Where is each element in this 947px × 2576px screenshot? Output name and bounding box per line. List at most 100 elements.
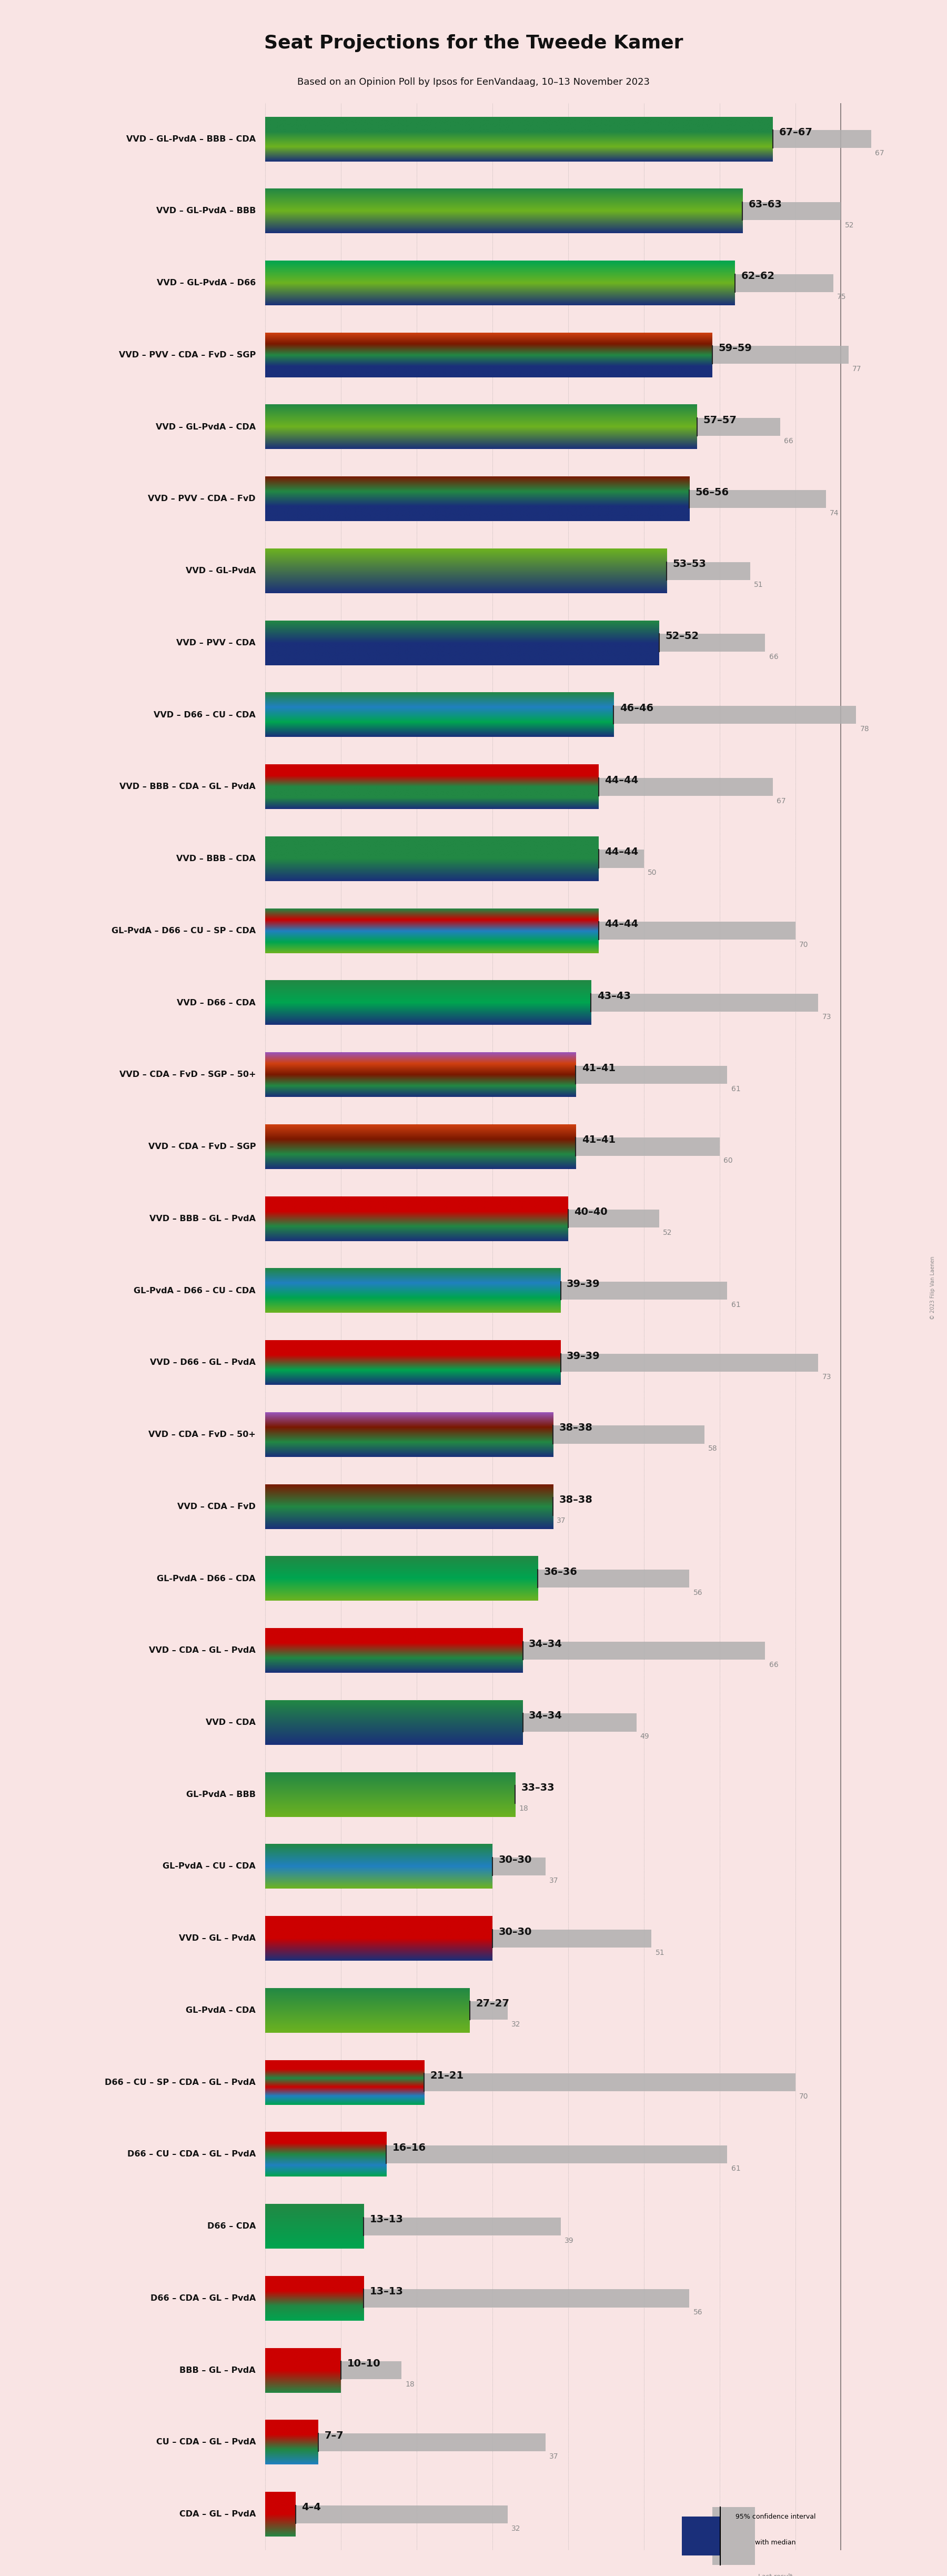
Bar: [485, 1066, 727, 1084]
Text: VVD – BBB – CDA – GL – PvdA: VVD – BBB – CDA – GL – PvdA: [119, 783, 256, 791]
Text: 27–27: 27–27: [475, 1999, 509, 2009]
Bar: [515, 850, 644, 868]
Bar: [455, 1569, 689, 1587]
Text: 32: 32: [511, 2524, 521, 2532]
Bar: [348, 2074, 795, 2092]
Text: Based on an Opinion Poll by Ipsos for EenVandaag, 10–13 November 2023: Based on an Opinion Poll by Ipsos for Ee…: [297, 77, 650, 88]
Text: 56: 56: [693, 1589, 703, 1597]
Bar: [386, 2002, 508, 2020]
Text: VVD – CDA: VVD – CDA: [205, 1718, 256, 1726]
Text: 7–7: 7–7: [324, 2432, 344, 2439]
Text: 38–38: 38–38: [559, 1494, 593, 1504]
Text: VVD – PVV – CDA – FvD – SGP: VVD – PVV – CDA – FvD – SGP: [118, 350, 256, 358]
Bar: [439, 1641, 765, 1659]
Text: VVD – PVV – CDA – FvD: VVD – PVV – CDA – FvD: [148, 495, 256, 502]
Bar: [439, 1713, 636, 1731]
Bar: [477, 1211, 659, 1229]
Text: 51: 51: [655, 1950, 665, 1955]
Text: GL-PvdA – CU – CDA: GL-PvdA – CU – CDA: [163, 1862, 256, 1870]
Text: 61: 61: [731, 1301, 741, 1309]
Bar: [311, 2146, 727, 2164]
Text: 16–16: 16–16: [392, 2143, 426, 2154]
Text: VVD – CDA – FvD – SGP – 50+: VVD – CDA – FvD – SGP – 50+: [119, 1072, 256, 1079]
Bar: [508, 994, 818, 1012]
Text: 33–33: 33–33: [521, 1783, 555, 1793]
Text: 67: 67: [777, 796, 786, 804]
Text: © 2023 Filip Van Laenen: © 2023 Filip Van Laenen: [930, 1257, 936, 1319]
Text: 61: 61: [731, 1084, 741, 1092]
Bar: [606, 417, 780, 435]
Text: 59–59: 59–59: [718, 343, 752, 353]
Text: 53–53: 53–53: [672, 559, 706, 569]
Bar: [409, 1929, 652, 1947]
Text: 30–30: 30–30: [498, 1855, 532, 1865]
Bar: [515, 922, 795, 940]
Text: 52: 52: [663, 1229, 672, 1236]
Text: VVD – CDA – FvD: VVD – CDA – FvD: [177, 1502, 256, 1510]
Bar: [568, 634, 765, 652]
Bar: [682, 2517, 721, 2555]
Text: 58: 58: [708, 1445, 718, 1453]
Text: 21–21: 21–21: [430, 2071, 464, 2081]
Text: 37: 37: [549, 1878, 559, 1883]
Text: 70: 70: [799, 940, 809, 948]
Text: 51: 51: [754, 582, 763, 590]
Text: VVD – CDA – GL – PvdA: VVD – CDA – GL – PvdA: [149, 1646, 256, 1654]
Bar: [644, 273, 833, 291]
Text: VVD – GL-PvdA – D66: VVD – GL-PvdA – D66: [156, 278, 256, 286]
Text: 49: 49: [640, 1734, 650, 1741]
Bar: [288, 2218, 561, 2236]
Text: 44–44: 44–44: [604, 920, 638, 930]
Text: VVD – GL – PvdA: VVD – GL – PvdA: [179, 1935, 256, 1942]
Text: 52–52: 52–52: [665, 631, 699, 641]
Bar: [682, 129, 871, 147]
Text: 70: 70: [799, 2092, 809, 2099]
Text: VVD – GL-PvdA – CDA: VVD – GL-PvdA – CDA: [155, 422, 256, 430]
Bar: [477, 1352, 818, 1370]
Text: with median: with median: [755, 2540, 796, 2545]
Text: 37: 37: [549, 2452, 559, 2460]
Bar: [712, 2506, 755, 2566]
Text: GL-PvdA – D66 – CDA: GL-PvdA – D66 – CDA: [157, 1574, 256, 1582]
Text: 66: 66: [769, 1662, 778, 1669]
Text: 56–56: 56–56: [695, 487, 729, 497]
Text: 46–46: 46–46: [619, 703, 653, 714]
Text: 73: 73: [822, 1373, 831, 1381]
Text: BBB – GL – PvdA: BBB – GL – PvdA: [180, 2367, 256, 2375]
Text: D66 – CDA – GL – PvdA: D66 – CDA – GL – PvdA: [151, 2295, 256, 2303]
Text: 36–36: 36–36: [544, 1566, 578, 1577]
Text: 40–40: 40–40: [574, 1208, 608, 1216]
Bar: [265, 2362, 402, 2380]
Text: 30–30: 30–30: [498, 1927, 532, 1937]
Text: VVD – GL-PvdA – BBB – CDA: VVD – GL-PvdA – BBB – CDA: [126, 134, 256, 144]
Text: 41–41: 41–41: [581, 1064, 616, 1074]
Text: GL-PvdA – D66 – CU – SP – CDA: GL-PvdA – D66 – CU – SP – CDA: [112, 927, 256, 935]
Bar: [515, 778, 773, 796]
Text: 39–39: 39–39: [566, 1350, 600, 1360]
Text: VVD – D66 – GL – PvdA: VVD – D66 – GL – PvdA: [150, 1358, 256, 1368]
Text: D66 – CU – CDA – GL – PvdA: D66 – CU – CDA – GL – PvdA: [127, 2151, 256, 2159]
Text: 77: 77: [852, 366, 862, 374]
Bar: [432, 1785, 515, 1803]
Text: CDA – GL – PvdA: CDA – GL – PvdA: [179, 2509, 256, 2519]
Text: 43–43: 43–43: [597, 992, 631, 1002]
Text: 32: 32: [511, 2020, 521, 2027]
Bar: [265, 2434, 545, 2452]
Bar: [523, 706, 856, 724]
Text: 52: 52: [845, 222, 854, 229]
Text: 60: 60: [724, 1157, 733, 1164]
Bar: [409, 1857, 545, 1875]
Text: 74: 74: [830, 510, 839, 518]
Text: 18: 18: [519, 1806, 528, 1814]
Text: 18: 18: [405, 2380, 415, 2388]
Bar: [599, 489, 826, 507]
Text: 41–41: 41–41: [581, 1136, 616, 1144]
Text: Last result: Last result: [759, 2573, 793, 2576]
Text: VVD – CDA – FvD – SGP: VVD – CDA – FvD – SGP: [148, 1144, 256, 1151]
Bar: [614, 345, 849, 363]
Text: 50: 50: [648, 868, 657, 876]
Text: GL-PvdA – CDA: GL-PvdA – CDA: [186, 2007, 256, 2014]
Text: Seat Projections for the Tweede Kamer: Seat Projections for the Tweede Kamer: [264, 33, 683, 52]
Bar: [652, 201, 841, 219]
Text: VVD – D66 – CU – CDA: VVD – D66 – CU – CDA: [153, 711, 256, 719]
